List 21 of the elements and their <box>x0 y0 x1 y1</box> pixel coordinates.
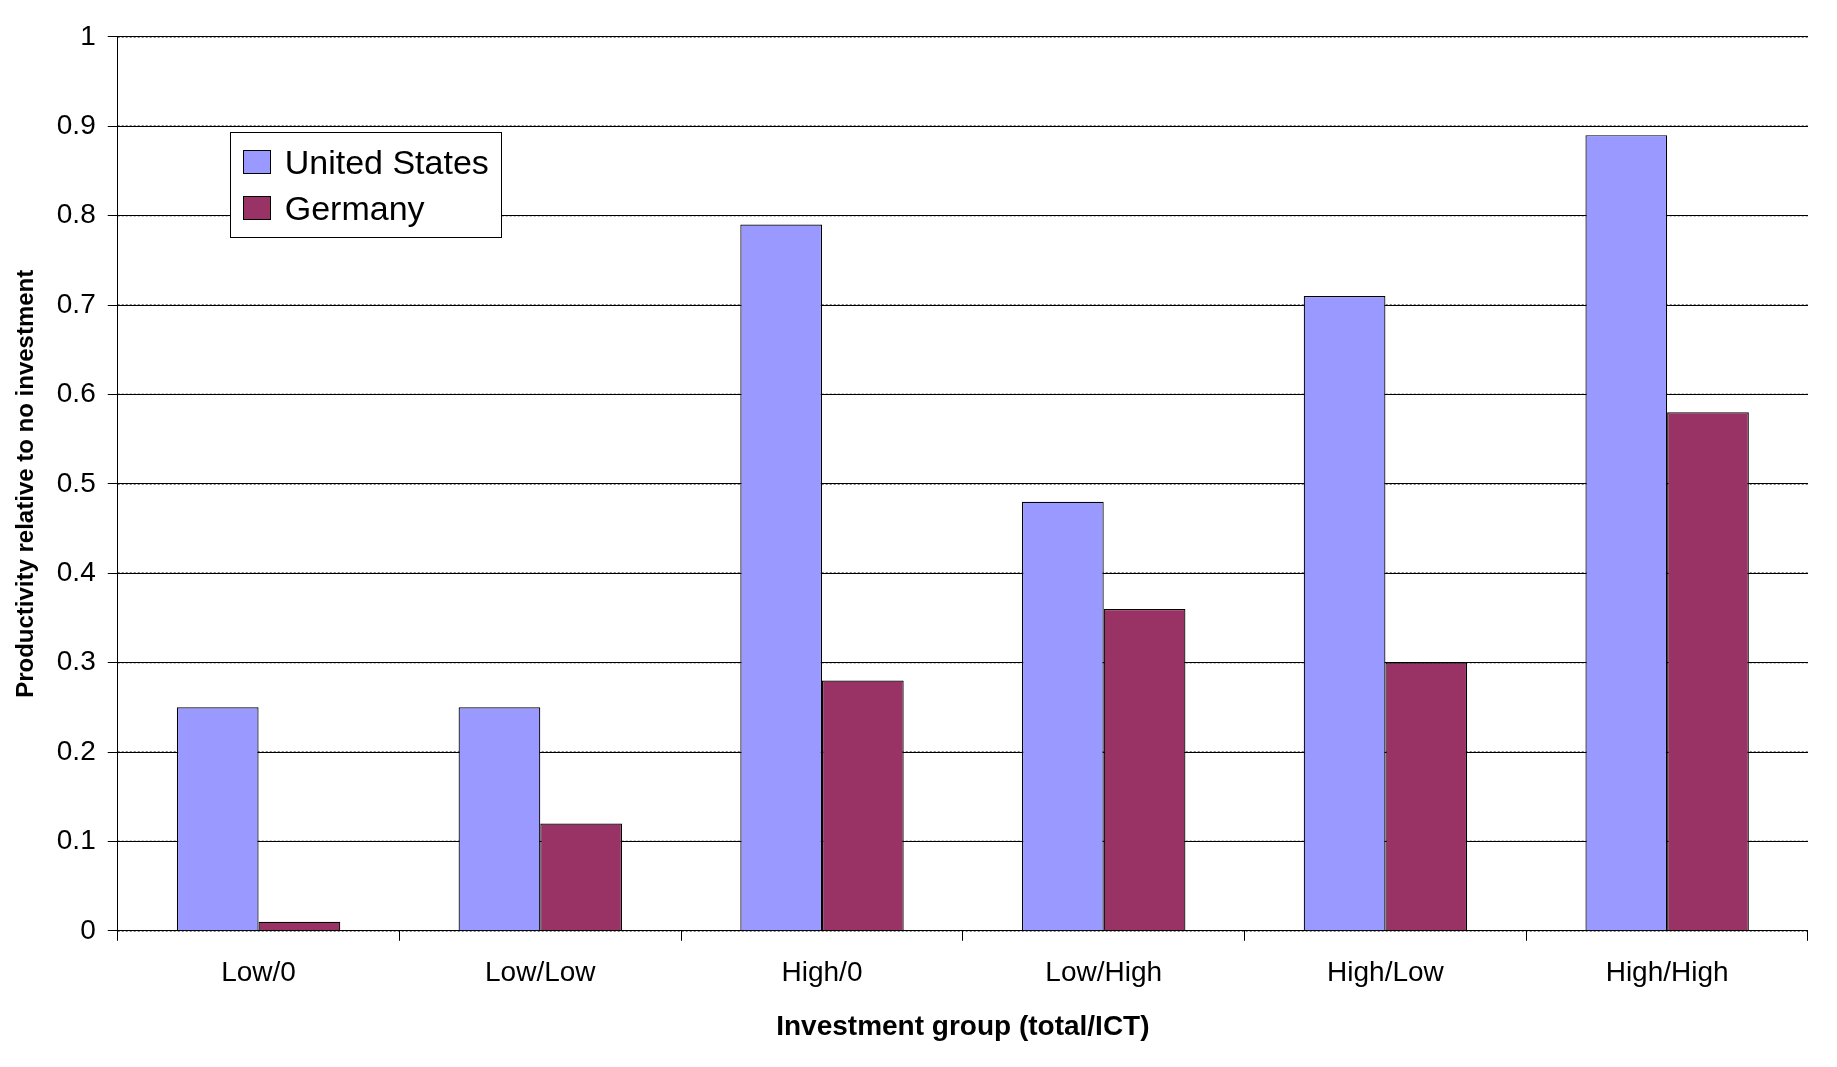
x-tick-label: Low/High <box>1045 956 1163 988</box>
y-tick-label: 1 <box>80 19 96 51</box>
y-tick-label: 0.3 <box>56 645 96 677</box>
y-tick-label: 0.1 <box>56 824 96 856</box>
x-tick-label: High/Low <box>1327 956 1445 988</box>
y-axis-title: Productivity relative to no investment <box>11 269 39 698</box>
y-tick-label: 0 <box>80 913 96 945</box>
legend-label: United States <box>284 141 489 183</box>
y-tick-label: 0.4 <box>56 555 96 587</box>
x-axis-title: Investment group (total/ICT) <box>776 1009 1150 1041</box>
x-tick-label: Low/Low <box>485 956 597 988</box>
x-tick-label: High/High <box>1605 956 1729 988</box>
y-tick-label: 0.2 <box>56 734 96 766</box>
y-tick-label: 0.6 <box>56 377 96 409</box>
y-tick-label: 0.7 <box>56 287 96 319</box>
y-tick-label: 0.5 <box>56 466 96 498</box>
y-tick-label: 0.9 <box>56 108 96 140</box>
x-tick-label: High/0 <box>781 956 863 988</box>
y-tick-label: 0.8 <box>56 198 96 230</box>
legend-label: Germany <box>284 187 425 229</box>
x-tick-label: Low/0 <box>221 956 296 988</box>
